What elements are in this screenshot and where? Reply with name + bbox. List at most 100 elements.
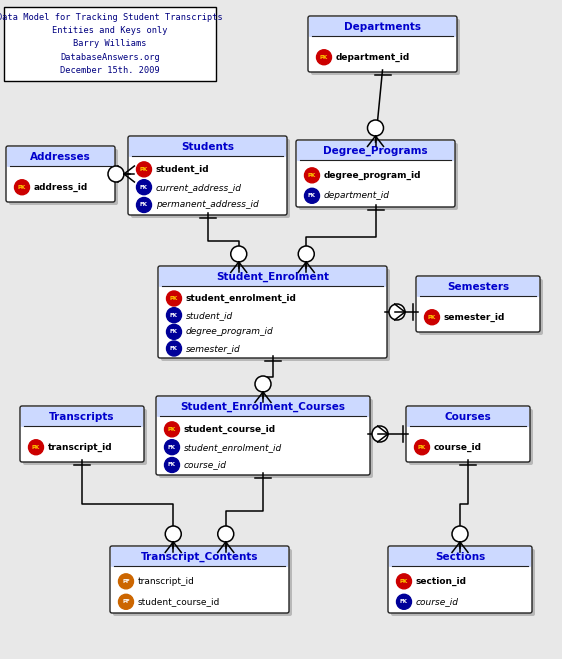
Circle shape [389,304,405,320]
Circle shape [372,426,388,442]
Text: Transcripts: Transcripts [49,412,115,422]
Text: PF: PF [122,599,130,604]
Text: course_id: course_id [434,443,482,452]
Text: student_enrolment_id: student_enrolment_id [186,294,297,303]
FancyBboxPatch shape [9,149,118,205]
Text: FK: FK [170,346,178,351]
Text: permanent_address_id: permanent_address_id [156,200,259,210]
FancyBboxPatch shape [417,277,539,297]
Circle shape [165,526,182,542]
FancyBboxPatch shape [110,546,289,613]
FancyBboxPatch shape [129,137,286,157]
Text: Semesters: Semesters [447,282,509,292]
FancyBboxPatch shape [309,17,456,37]
Text: address_id: address_id [34,183,88,192]
Text: department_id: department_id [324,191,390,200]
Text: PK: PK [308,173,316,178]
Text: department_id: department_id [336,53,410,62]
FancyBboxPatch shape [299,143,458,210]
Circle shape [397,574,411,589]
Text: FK: FK [170,330,178,334]
FancyBboxPatch shape [161,269,390,361]
Text: Sections: Sections [435,552,485,562]
Circle shape [397,594,411,610]
FancyBboxPatch shape [128,136,287,215]
FancyBboxPatch shape [389,547,531,567]
Text: FK: FK [168,445,176,449]
FancyBboxPatch shape [23,409,147,465]
Text: degree_program_id: degree_program_id [186,328,274,336]
Text: PK: PK [428,315,436,320]
Text: FK: FK [140,185,148,190]
Circle shape [368,120,383,136]
Text: PK: PK [32,445,40,449]
Text: Student_Enrolment_Courses: Student_Enrolment_Courses [180,402,346,412]
Circle shape [316,49,332,65]
FancyBboxPatch shape [156,396,370,475]
Text: semester_id: semester_id [186,344,241,353]
Text: transcript_id: transcript_id [138,577,195,586]
Text: student_id: student_id [156,165,210,174]
FancyBboxPatch shape [308,16,457,72]
Circle shape [166,291,182,306]
Text: student_id: student_id [186,310,233,320]
Circle shape [137,162,152,177]
Circle shape [166,308,182,323]
Text: transcript_id: transcript_id [48,443,112,452]
Circle shape [255,376,271,392]
Text: current_address_id: current_address_id [156,183,242,192]
Circle shape [424,310,439,325]
Circle shape [217,526,234,542]
FancyBboxPatch shape [388,546,532,613]
FancyBboxPatch shape [6,146,115,202]
Circle shape [108,166,124,182]
Circle shape [166,324,182,339]
Text: PK: PK [418,445,426,449]
Text: student_course_id: student_course_id [184,425,276,434]
Text: PF: PF [122,579,130,584]
Circle shape [452,526,468,542]
FancyBboxPatch shape [407,407,529,427]
Text: FK: FK [400,599,408,604]
Text: PK: PK [400,579,408,584]
FancyBboxPatch shape [111,547,288,567]
FancyBboxPatch shape [7,147,114,167]
Text: course_id: course_id [416,597,459,606]
Circle shape [15,180,29,195]
FancyBboxPatch shape [406,406,530,462]
FancyBboxPatch shape [311,19,460,75]
Circle shape [165,422,179,437]
Text: student_enrolment_id: student_enrolment_id [184,443,282,451]
Text: Transcript_Contents: Transcript_Contents [140,552,259,562]
Text: PK: PK [320,55,328,60]
Circle shape [305,168,320,183]
Text: PK: PK [140,167,148,172]
FancyBboxPatch shape [4,7,216,81]
Text: PK: PK [18,185,26,190]
Circle shape [298,246,314,262]
Text: Departments: Departments [344,22,421,32]
Text: FK: FK [170,312,178,318]
Circle shape [165,457,179,473]
Circle shape [166,341,182,356]
Text: course_id: course_id [184,461,227,469]
Text: student_course_id: student_course_id [138,597,220,606]
FancyBboxPatch shape [113,549,292,616]
Circle shape [29,440,43,455]
Circle shape [119,574,134,589]
Circle shape [119,594,134,610]
FancyBboxPatch shape [409,409,533,465]
Circle shape [137,180,152,194]
Text: Addresses: Addresses [30,152,91,162]
Circle shape [305,188,320,203]
Circle shape [137,198,152,212]
FancyBboxPatch shape [391,549,535,616]
FancyBboxPatch shape [419,279,543,335]
Text: FK: FK [140,202,148,208]
Text: Courses: Courses [445,412,491,422]
Text: Degree_Programs: Degree_Programs [323,146,428,156]
Circle shape [165,440,179,455]
FancyBboxPatch shape [158,266,387,358]
FancyBboxPatch shape [20,406,144,462]
FancyBboxPatch shape [416,276,540,332]
